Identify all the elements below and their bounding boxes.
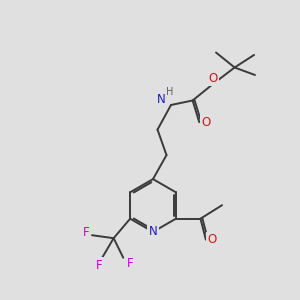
- Text: N: N: [148, 225, 158, 239]
- Text: F: F: [96, 259, 103, 272]
- Text: F: F: [83, 226, 89, 239]
- Text: O: O: [208, 71, 217, 85]
- Text: O: O: [201, 116, 210, 129]
- Text: N: N: [157, 93, 166, 106]
- Text: F: F: [127, 256, 133, 270]
- Text: O: O: [207, 233, 217, 246]
- Text: H: H: [166, 87, 173, 98]
